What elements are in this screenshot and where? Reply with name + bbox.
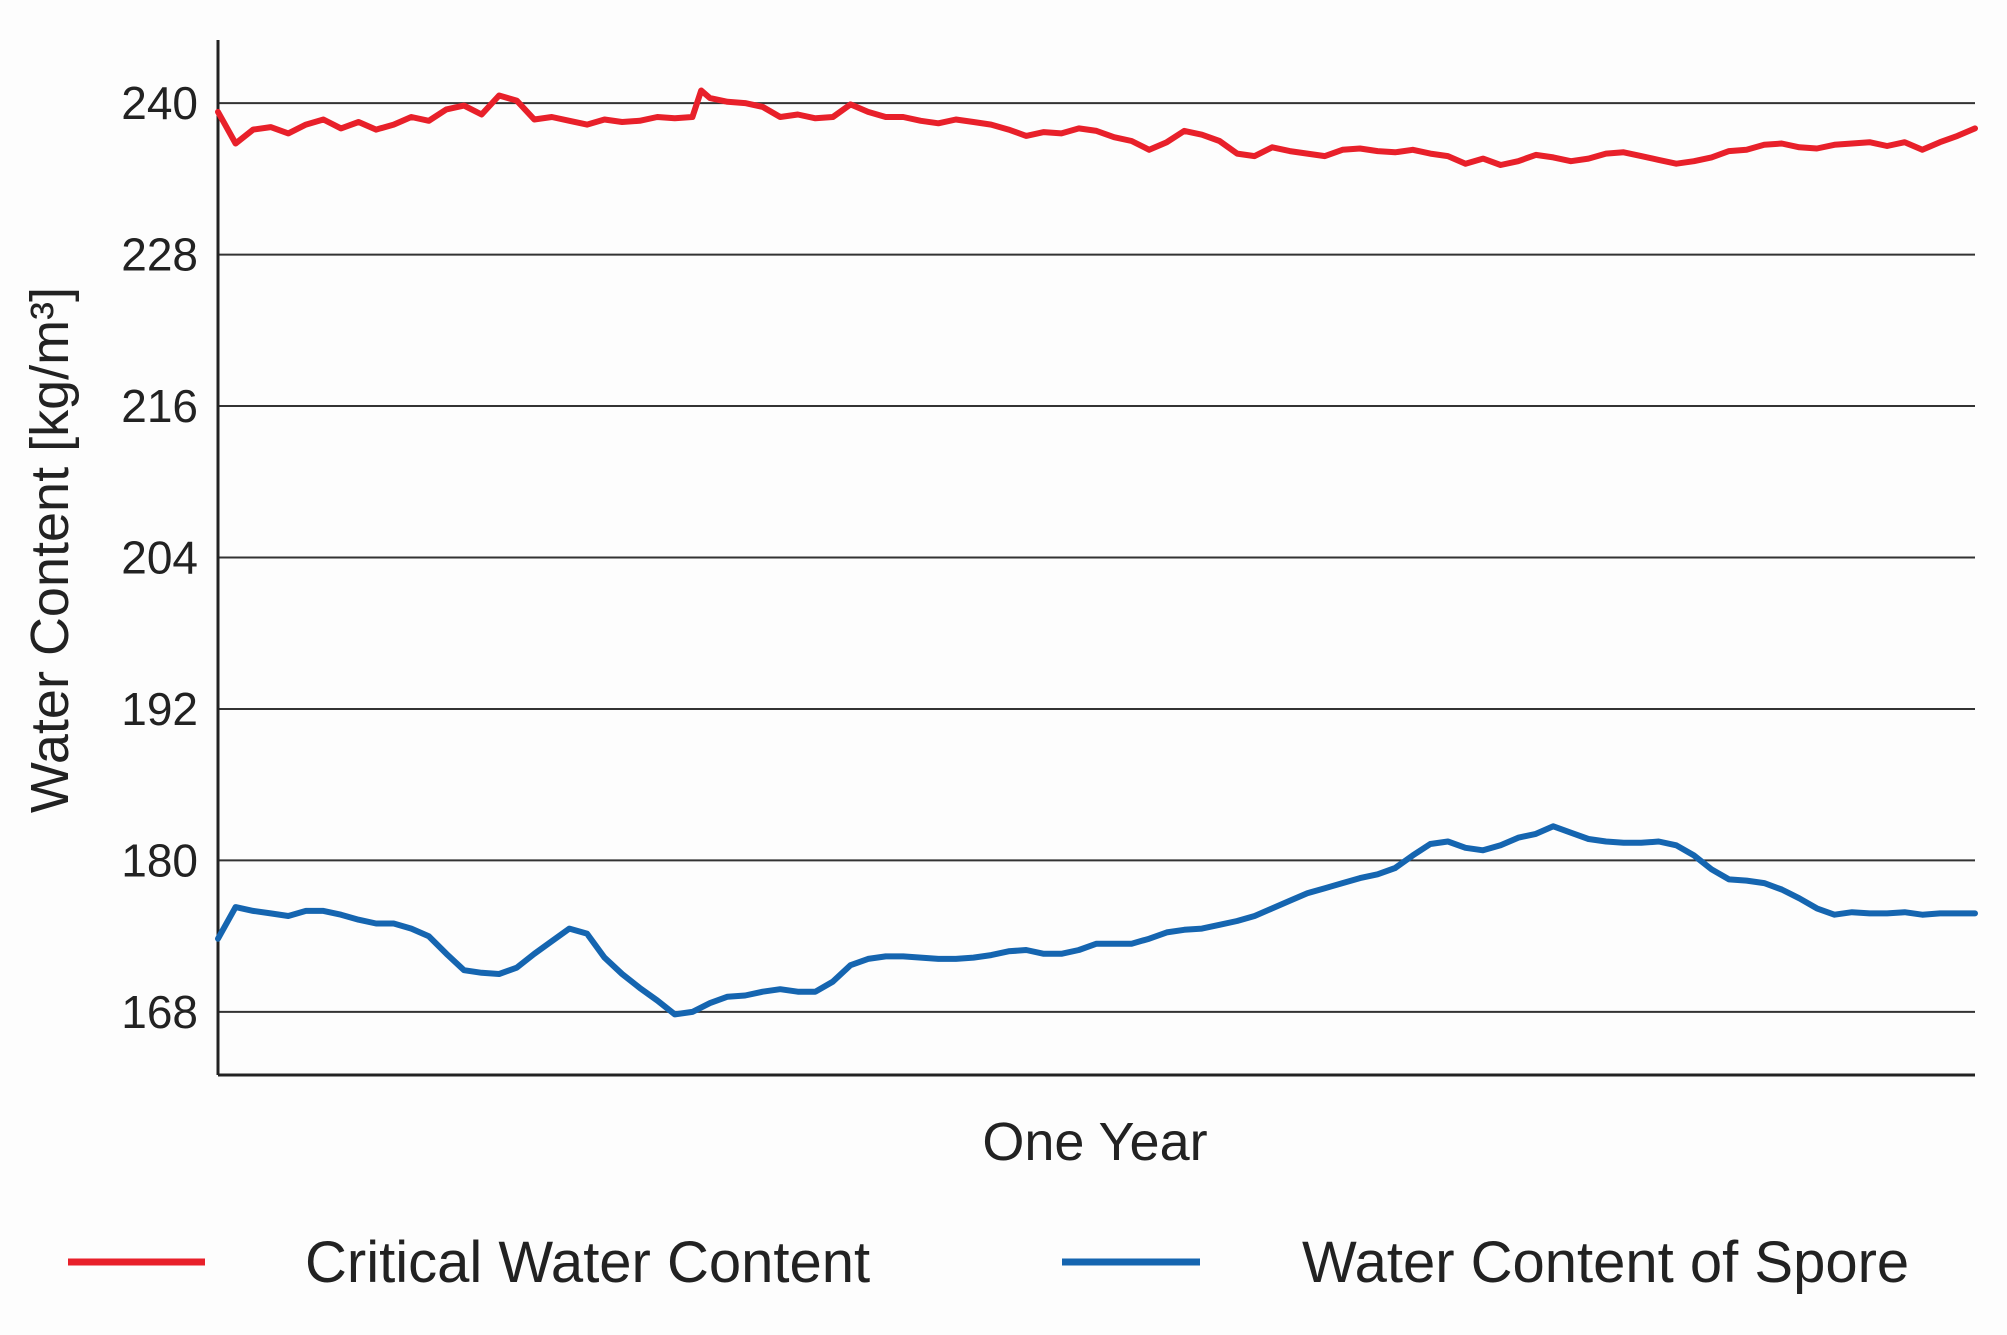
series-line-water-content-of-spore [215,823,1978,1018]
y-tick-label: 204 [121,532,198,584]
y-tick-label: 192 [121,683,198,735]
legend: Critical Water Content Water Content of … [68,1230,1909,1295]
y-axis-title: Water Content [kg/m³] [20,287,80,813]
series-line-critical-water-content [215,87,1978,168]
y-tick-label: 216 [121,380,198,432]
y-tick-label: 228 [121,229,198,281]
y-tick-label: 168 [121,986,198,1038]
x-axis-title: One Year [982,1112,1207,1172]
y-tick-label: 240 [121,77,198,129]
axes [216,40,1975,1077]
y-tick-label: 180 [121,834,198,886]
legend-label-water-content-of-spore: Water Content of Spore [1302,1230,1909,1295]
series-lines [215,87,1978,1018]
y-tick-labels: 168 180 192 204 216 228 240 [121,77,198,1038]
legend-label-critical-water-content: Critical Water Content [305,1230,870,1295]
grid-lines [218,102,1975,1013]
